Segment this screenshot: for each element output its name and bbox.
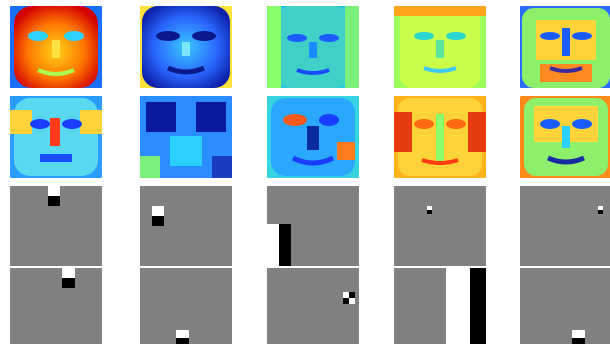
haar-black-rect xyxy=(343,298,349,304)
face-heatmap-5 xyxy=(520,6,610,88)
haar-white-rect xyxy=(48,186,60,196)
face-heatmap-7 xyxy=(140,96,232,178)
face-heatmap-4 xyxy=(394,6,486,88)
haar-black-rect xyxy=(152,216,164,226)
face-heatmap-8 xyxy=(267,96,359,178)
face-heatmap-2 xyxy=(140,6,232,88)
haar-black-rect xyxy=(176,338,189,344)
haar-white-rect xyxy=(267,224,279,266)
haar-white-rect xyxy=(598,206,603,210)
face-heatmap-3 xyxy=(267,6,359,88)
face-heatmap-9 xyxy=(394,96,486,178)
haar-white-rect xyxy=(343,292,349,298)
haar-feature-9 xyxy=(394,268,486,344)
haar-feature-10 xyxy=(520,268,610,344)
haar-feature-2 xyxy=(140,186,232,266)
haar-white-rect xyxy=(427,206,432,210)
haar-feature-4 xyxy=(394,186,486,266)
face-heatmap-6 xyxy=(10,96,102,178)
haar-black-rect xyxy=(572,338,585,344)
haar-white-rect xyxy=(176,330,189,338)
haar-black-rect xyxy=(427,210,432,214)
haar-white-rect xyxy=(62,268,75,278)
haar-feature-5 xyxy=(520,186,610,266)
haar-feature-6 xyxy=(10,268,102,344)
haar-black-rect xyxy=(48,196,60,206)
haar-black-rect xyxy=(598,210,603,214)
haar-feature-3 xyxy=(267,186,359,266)
haar-black-rect xyxy=(470,268,486,344)
haar-feature-1 xyxy=(10,186,102,266)
face-heatmap-10 xyxy=(520,96,610,178)
haar-feature-7 xyxy=(140,268,232,344)
haar-black-rect xyxy=(62,278,75,288)
face-heatmap-1 xyxy=(10,6,102,88)
haar-white-rect xyxy=(572,330,585,338)
haar-white-rect xyxy=(446,268,470,344)
haar-black-rect xyxy=(279,224,291,266)
haar-white-rect xyxy=(349,298,355,304)
haar-white-rect xyxy=(152,206,164,216)
haar-black-rect xyxy=(349,292,355,298)
haar-feature-8 xyxy=(267,268,359,344)
